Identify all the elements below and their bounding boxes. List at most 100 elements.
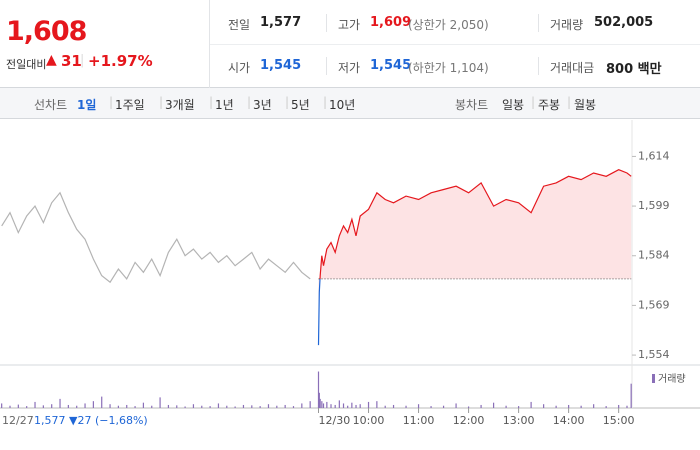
- volume-bar: [355, 404, 357, 408]
- volume-bar: [126, 404, 128, 408]
- volume-bar: [259, 406, 261, 408]
- quote-panel: 1,608 전일대비 ▲ 31 | +1.97% 전일 1,577 고가 1,609(…: [0, 0, 700, 88]
- volume-bar: [134, 406, 136, 408]
- y-tick-label: 1,584: [638, 249, 670, 262]
- volume-bar: [9, 405, 11, 408]
- volume-bar: [568, 404, 570, 408]
- volume-bar: [292, 406, 295, 408]
- volume-bar: [342, 403, 345, 408]
- stat-value: 502,005: [594, 15, 654, 30]
- volume-bar: [167, 404, 170, 408]
- volume-bar: [192, 404, 195, 408]
- volume-bar: [67, 404, 69, 408]
- volume-bar: [317, 371, 320, 408]
- volume-bar: [251, 405, 253, 408]
- change-pct: +1.97%: [88, 52, 153, 70]
- volume-bar: [322, 403, 325, 408]
- volume-bar: [276, 405, 278, 408]
- volume-bar: [84, 403, 86, 408]
- period-tab[interactable]: 1일: [77, 98, 97, 112]
- volume-bar: [455, 403, 457, 408]
- period-tab[interactable]: 5년: [291, 98, 310, 112]
- x-tick-label: 14:00: [553, 414, 585, 427]
- period-tab[interactable]: 3개월: [165, 98, 195, 112]
- volume-bar: [593, 404, 595, 408]
- volume-bar: [34, 401, 36, 408]
- period-tab[interactable]: 월봉: [574, 98, 597, 112]
- stat-value: 800 백만: [606, 62, 662, 77]
- tab-separator: |: [285, 95, 290, 109]
- volume-bar: [467, 406, 470, 408]
- volume-bar: [319, 398, 321, 408]
- volume-bar: [492, 402, 495, 408]
- x-tick-label: 13:00: [503, 414, 535, 427]
- price-line: [1, 191, 311, 284]
- prev-day-date: 12/27: [2, 414, 34, 427]
- stat-label: 거래량: [550, 18, 584, 32]
- tab-separator: |: [209, 95, 214, 109]
- volume-bar: [217, 403, 220, 408]
- volume-bar: [326, 401, 328, 408]
- stat-note: (하한가 1,104): [408, 61, 489, 75]
- volume-bar: [226, 405, 228, 408]
- x-tick-label: 11:00: [403, 414, 435, 427]
- stat-value: 1,545: [260, 58, 302, 73]
- change-arrow: ▲: [46, 52, 57, 68]
- volume-bar: [580, 405, 582, 408]
- period-tab[interactable]: 일봉: [502, 98, 525, 112]
- stat-label: 전일: [228, 18, 251, 32]
- volume-bar: [109, 404, 111, 408]
- col-divider: [538, 57, 539, 75]
- volume-bar: [417, 404, 420, 408]
- volume-bar: [17, 404, 19, 408]
- tab-separator: |: [159, 95, 164, 109]
- volume-bar: [330, 404, 332, 408]
- volume-bar: [359, 404, 361, 408]
- volume-bar: [530, 401, 532, 408]
- volume-bar: [117, 405, 119, 408]
- volume-bar: [201, 405, 203, 408]
- volume-bar: [301, 403, 303, 408]
- divider: |: [80, 53, 85, 68]
- volume-bar: [318, 392, 320, 408]
- y-tick-label: 1,569: [638, 298, 670, 311]
- period-tab[interactable]: 1주일: [115, 98, 145, 112]
- volume-bar: [59, 398, 61, 408]
- volume-bar: [92, 401, 94, 408]
- stat-label: 시가: [228, 61, 251, 75]
- volume-bar: [605, 406, 607, 408]
- tab-separator: |: [247, 95, 252, 109]
- legend-swatch: [652, 374, 655, 383]
- x-tick-label: 12/30: [319, 414, 351, 427]
- volume-bar: [234, 406, 236, 408]
- tab-label: 선차트: [34, 98, 68, 112]
- volume-bar: [26, 406, 28, 408]
- volume-bar: [151, 405, 153, 408]
- y-tick-label: 1,599: [638, 199, 670, 212]
- volume-bar: [430, 406, 432, 408]
- volume-bar: [101, 396, 103, 408]
- change: 31: [61, 52, 82, 70]
- period-tab[interactable]: 3년: [253, 98, 272, 112]
- volume-bar: [555, 405, 557, 408]
- stat-value: 1,609: [370, 15, 412, 30]
- y-tick-label: 1,554: [638, 348, 670, 361]
- volume-bar: [480, 404, 482, 408]
- volume-bar: [543, 404, 545, 408]
- period-tab[interactable]: 1년: [215, 98, 234, 112]
- change-label: 전일대비: [6, 58, 47, 71]
- volume-bar: [159, 397, 161, 408]
- volume-bar: [267, 404, 270, 408]
- tab-separator: |: [567, 95, 572, 109]
- price-line: [317, 169, 632, 346]
- volume-bar: [42, 405, 44, 408]
- period-tab[interactable]: 주봉: [538, 98, 561, 112]
- volume-bar: [630, 383, 632, 408]
- period-tab[interactable]: 10년: [329, 98, 356, 112]
- volume-bar: [351, 402, 353, 408]
- volume-bar: [76, 405, 78, 408]
- volume-bar: [309, 401, 311, 408]
- volume-bar: [184, 406, 186, 408]
